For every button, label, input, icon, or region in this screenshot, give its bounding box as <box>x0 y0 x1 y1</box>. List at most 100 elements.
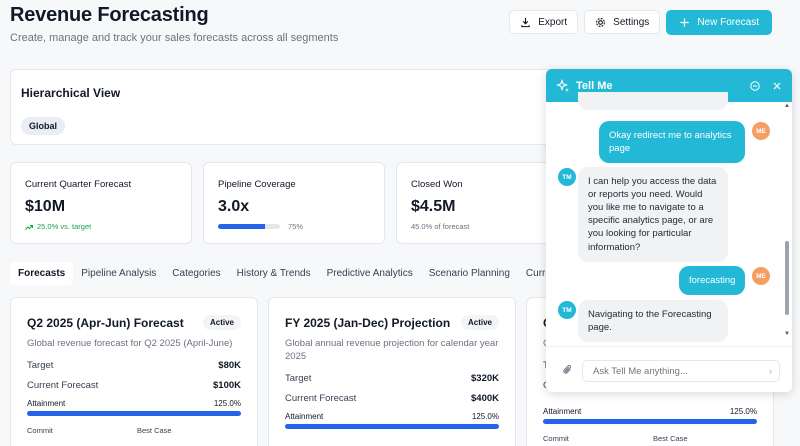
best-case-tab[interactable]: Best Case <box>137 425 172 435</box>
metric-card-pipeline-coverage: Pipeline Coverage 3.0x 75% <box>203 162 385 244</box>
chat-controls <box>750 80 782 91</box>
settings-button[interactable]: Settings <box>584 10 661 34</box>
commit-tab[interactable]: Commit <box>27 425 53 435</box>
target-label: Target <box>285 372 312 384</box>
chat-title: Tell Me <box>576 79 613 92</box>
forecast-sub-tabs: Commit Best Case <box>543 432 757 443</box>
chat-message-bot: I can help you access the data or report… <box>578 167 728 262</box>
forecast-tabs: Forecasts Pipeline Analysis Categories H… <box>10 262 601 285</box>
attainment-value: 125.0% <box>213 398 241 408</box>
forecast-card-description: Global annual revenue projection for cal… <box>285 338 499 362</box>
tab-forecasts[interactable]: Forecasts <box>10 262 74 285</box>
forecast-card-description: Global revenue forecast for Q2 2025 (Apr… <box>27 338 233 349</box>
attainment-label: Attainment <box>285 411 324 421</box>
target-label: T <box>543 360 549 371</box>
attainment-bar <box>543 418 757 424</box>
forecast-card[interactable]: Q2 2025 (Apr-Jun) Forecast Active Global… <box>10 297 258 446</box>
status-badge: Active <box>202 315 241 330</box>
page-header: Revenue Forecasting Create, manage and t… <box>10 4 338 44</box>
avatar: ME <box>752 267 770 285</box>
send-icon[interactable]: › <box>769 366 772 376</box>
trend-up-icon <box>25 224 33 230</box>
target-label: Target <box>27 359 54 371</box>
tab-pipeline-analysis[interactable]: Pipeline Analysis <box>81 268 157 279</box>
scroll-thumb[interactable] <box>785 241 789 315</box>
new-forecast-label: New Forecast <box>697 17 759 28</box>
target-row: Target $320K <box>285 373 499 384</box>
chat-footer: › <box>546 346 792 392</box>
current-forecast-row: Current Forecast $100K <box>27 380 241 391</box>
attainment-value: 125.0% <box>729 406 757 416</box>
chat-input[interactable] <box>582 360 780 382</box>
current-forecast-label: Current Forecast <box>27 379 99 391</box>
metric-value: $4.5M <box>411 198 456 215</box>
metric-label: Closed Won <box>411 179 463 190</box>
commit-tab[interactable]: Commit <box>543 433 569 443</box>
attainment-bar <box>285 423 499 429</box>
scroll-down-icon[interactable]: ▼ <box>784 331 790 337</box>
close-icon[interactable] <box>772 81 782 91</box>
sparkle-icon <box>556 78 569 92</box>
page-title: Revenue Forecasting <box>10 4 209 26</box>
forecast-card[interactable]: FY 2025 (Jan-Dec) Projection Active Glob… <box>268 297 516 446</box>
metric-value: 3.0x <box>218 198 250 215</box>
current-forecast-value: $400K <box>471 392 499 404</box>
target-value: $320K <box>471 372 499 384</box>
tab-predictive-analytics[interactable]: Predictive Analytics <box>326 268 413 279</box>
pipeline-progress-bar <box>218 224 280 229</box>
hierarchical-view-title: Hierarchical View <box>21 86 121 100</box>
chat-messages: Okay redirect me to analytics page ME TM… <box>546 92 792 344</box>
metric-label: Current Quarter Forecast <box>25 179 132 190</box>
tab-scenario-planning[interactable]: Scenario Planning <box>428 268 510 279</box>
attainment-value: 125.0% <box>471 411 499 421</box>
metric-label: Pipeline Coverage <box>218 179 296 190</box>
hierarchical-view-panel: Hierarchical View Global <box>10 69 570 145</box>
metric-sub: 75% <box>288 222 304 231</box>
attainment-row: Attainment 125.0% <box>285 412 499 421</box>
metric-trend: 25.0% vs. target <box>25 222 177 231</box>
attainment-bar <box>27 410 241 416</box>
avatar: TM <box>558 301 576 319</box>
minimize-icon[interactable] <box>750 80 760 91</box>
tab-categories[interactable]: Categories <box>172 268 221 279</box>
avatar: ME <box>752 122 770 140</box>
avatar: TM <box>558 168 576 186</box>
forecast-card-title: Q2 2025 (Apr-Jun) Forecast <box>27 316 184 330</box>
attainment-label: Attainment <box>27 398 66 408</box>
chat-scrollbar[interactable]: ▲ ▼ <box>784 103 790 345</box>
metric-progress: 75% <box>218 222 370 231</box>
export-button[interactable]: Export <box>509 10 579 34</box>
settings-label: Settings <box>613 16 650 28</box>
export-label: Export <box>538 16 568 28</box>
hierarchy-chip-global[interactable]: Global <box>21 117 66 135</box>
scroll-up-icon[interactable]: ▲ <box>784 103 790 109</box>
tab-history-trends[interactable]: History & Trends <box>236 268 311 279</box>
metric-sub: 45.0% of forecast <box>411 222 470 231</box>
tell-me-chat-panel: Tell Me Okay redirect me to analytics pa… <box>546 69 792 392</box>
metric-sub: 25.0% vs. target <box>37 222 92 231</box>
download-icon <box>521 17 530 27</box>
chat-message-user: Okay redirect me to analytics page <box>599 121 745 164</box>
header-actions: Export Settings New Forecast <box>509 10 772 35</box>
previous-message-fragment <box>578 92 728 110</box>
metric-value: $10M <box>25 198 66 215</box>
best-case-tab[interactable]: Best Case <box>653 433 688 443</box>
attainment-row: Attainment 125.0% <box>543 407 757 416</box>
attainment-row: Attainment 125.0% <box>27 399 241 408</box>
target-value: $80K <box>218 359 241 371</box>
paperclip-icon[interactable] <box>562 364 574 376</box>
page-subtitle: Create, manage and track your sales fore… <box>10 32 339 44</box>
current-forecast-value: $100K <box>213 379 241 391</box>
chat-message-bot: Navigating to the Forecasting page. <box>578 300 728 343</box>
current-forecast-row: Current Forecast $400K <box>285 393 499 404</box>
target-row: Target $80K <box>27 360 241 371</box>
metric-card-current-quarter: Current Quarter Forecast $10M 25.0% vs. … <box>10 162 192 244</box>
chat-message-user: forecasting <box>679 266 745 296</box>
pipeline-progress-fill <box>218 224 265 229</box>
current-forecast-label: Current Forecast <box>285 392 357 404</box>
status-badge: Active <box>460 315 499 330</box>
plus-icon <box>680 18 689 27</box>
gear-icon <box>596 17 606 27</box>
new-forecast-button[interactable]: New Forecast <box>666 10 772 35</box>
forecast-sub-tabs: Commit Best Case <box>27 424 241 435</box>
